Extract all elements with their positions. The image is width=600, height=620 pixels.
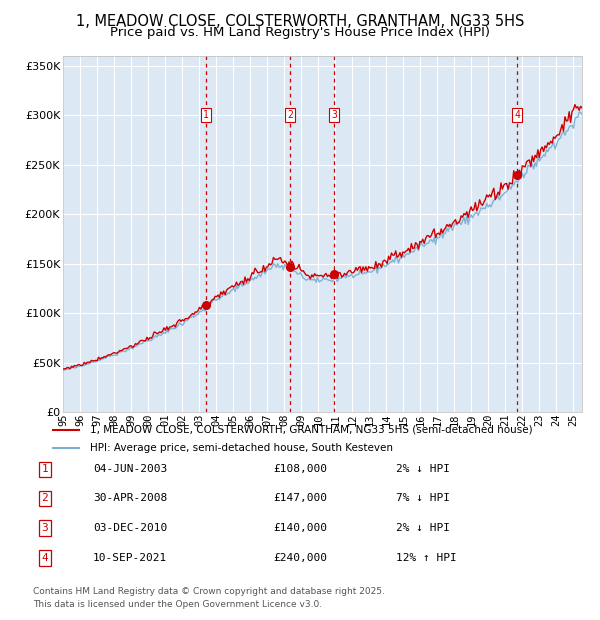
Text: Contains HM Land Registry data © Crown copyright and database right 2025.: Contains HM Land Registry data © Crown c… <box>33 587 385 596</box>
Text: 1: 1 <box>203 110 209 120</box>
Text: 1, MEADOW CLOSE, COLSTERWORTH, GRANTHAM, NG33 5HS (semi-detached house): 1, MEADOW CLOSE, COLSTERWORTH, GRANTHAM,… <box>90 425 533 435</box>
Text: £240,000: £240,000 <box>273 553 327 563</box>
Text: 3: 3 <box>331 110 337 120</box>
Text: This data is licensed under the Open Government Licence v3.0.: This data is licensed under the Open Gov… <box>33 600 322 609</box>
Text: £147,000: £147,000 <box>273 494 327 503</box>
Text: 4: 4 <box>514 110 520 120</box>
Text: £140,000: £140,000 <box>273 523 327 533</box>
Text: 12% ↑ HPI: 12% ↑ HPI <box>396 553 457 563</box>
Text: 2% ↓ HPI: 2% ↓ HPI <box>396 523 450 533</box>
Text: Price paid vs. HM Land Registry's House Price Index (HPI): Price paid vs. HM Land Registry's House … <box>110 26 490 39</box>
Text: 04-JUN-2003: 04-JUN-2003 <box>93 464 167 474</box>
Text: 1: 1 <box>41 464 49 474</box>
Text: 03-DEC-2010: 03-DEC-2010 <box>93 523 167 533</box>
Text: 30-APR-2008: 30-APR-2008 <box>93 494 167 503</box>
Text: £108,000: £108,000 <box>273 464 327 474</box>
Text: 7% ↓ HPI: 7% ↓ HPI <box>396 494 450 503</box>
Text: 2: 2 <box>287 110 293 120</box>
Text: 10-SEP-2021: 10-SEP-2021 <box>93 553 167 563</box>
Text: HPI: Average price, semi-detached house, South Kesteven: HPI: Average price, semi-detached house,… <box>90 443 393 453</box>
Text: 3: 3 <box>41 523 49 533</box>
Text: 1, MEADOW CLOSE, COLSTERWORTH, GRANTHAM, NG33 5HS: 1, MEADOW CLOSE, COLSTERWORTH, GRANTHAM,… <box>76 14 524 29</box>
Text: 2: 2 <box>41 494 49 503</box>
Text: 2% ↓ HPI: 2% ↓ HPI <box>396 464 450 474</box>
Text: 4: 4 <box>41 553 49 563</box>
